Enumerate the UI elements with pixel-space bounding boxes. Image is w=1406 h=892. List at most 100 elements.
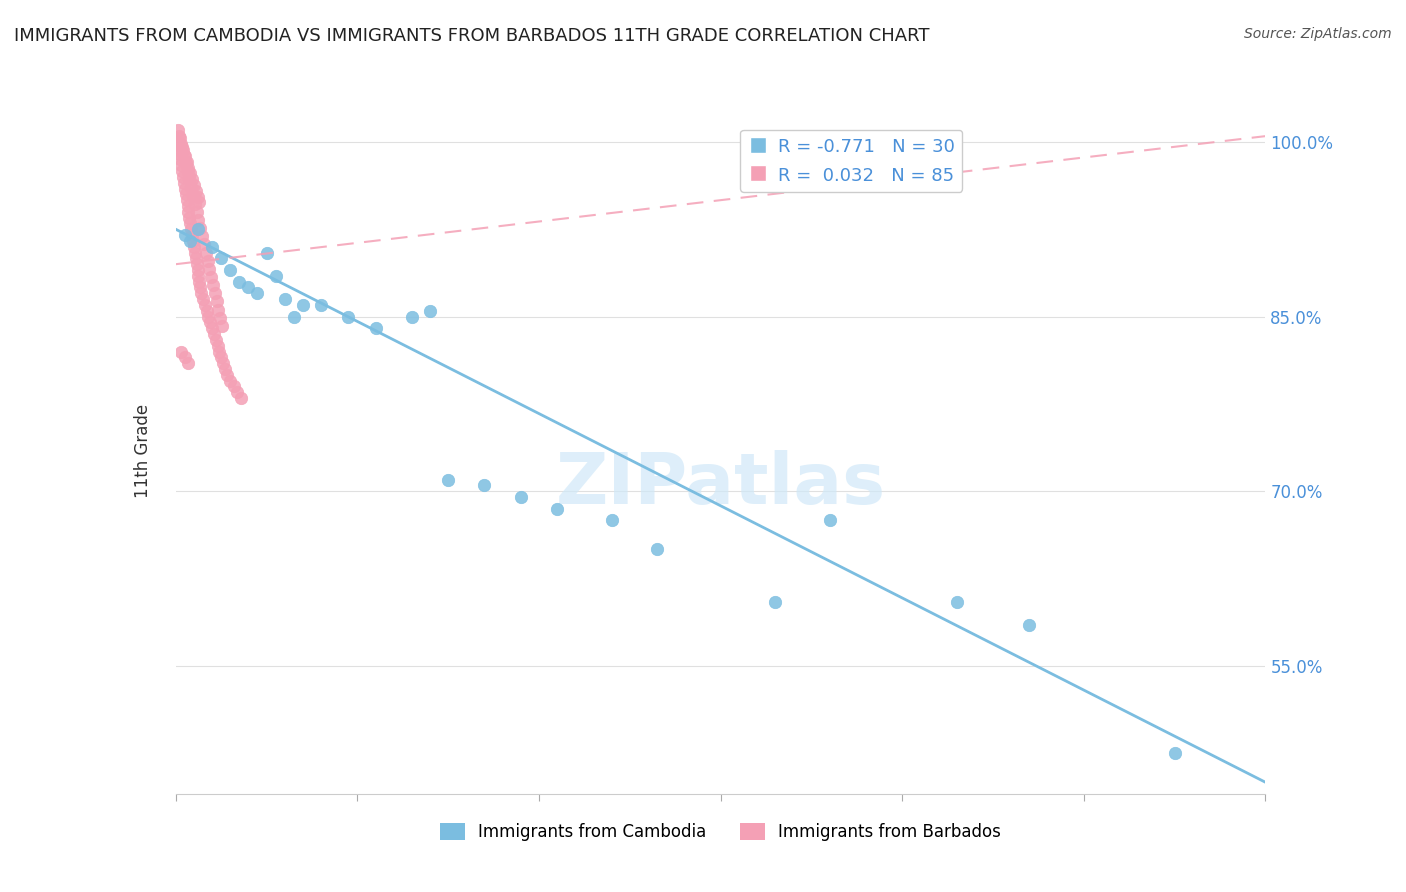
Point: [201, 278, 224, 293]
Point: [169, 131, 191, 145]
Point: [219, 263, 242, 277]
Point: [200, 270, 222, 285]
Point: [763, 595, 786, 609]
Point: [173, 228, 195, 243]
Point: [197, 253, 219, 268]
Point: [226, 385, 249, 400]
Point: [256, 245, 278, 260]
Point: [195, 303, 218, 318]
Point: [173, 351, 195, 365]
Point: [200, 315, 222, 329]
Text: IMMIGRANTS FROM CAMBODIA VS IMMIGRANTS FROM BARBADOS 11TH GRADE CORRELATION CHAR: IMMIGRANTS FROM CAMBODIA VS IMMIGRANTS F…: [14, 27, 929, 45]
Point: [170, 137, 193, 152]
Point: [197, 310, 219, 324]
Point: [198, 261, 221, 276]
Point: [166, 135, 188, 149]
Point: [173, 149, 195, 163]
Point: [181, 234, 204, 248]
Point: [208, 344, 231, 359]
Point: [204, 286, 226, 301]
Point: [419, 303, 441, 318]
Point: [179, 166, 201, 180]
Point: [291, 298, 314, 312]
Point: [202, 326, 225, 341]
Point: [509, 490, 531, 504]
Point: [209, 310, 232, 325]
Point: [177, 356, 200, 370]
Point: [170, 158, 193, 172]
Point: [176, 199, 198, 213]
Point: [188, 195, 211, 210]
Point: [214, 362, 236, 376]
Point: [167, 123, 190, 137]
Point: [173, 181, 195, 195]
Point: [184, 252, 207, 266]
Point: [190, 286, 212, 301]
Point: [207, 302, 229, 317]
Point: [364, 321, 387, 335]
Point: [191, 292, 214, 306]
Point: [179, 172, 201, 186]
Point: [274, 292, 297, 306]
Point: [246, 286, 269, 301]
Y-axis label: 11th Grade: 11th Grade: [134, 403, 152, 498]
Point: [181, 188, 204, 202]
Point: [188, 275, 211, 289]
Point: [177, 161, 200, 175]
Point: [167, 141, 190, 155]
Point: [174, 187, 197, 202]
Point: [437, 473, 460, 487]
Point: [401, 310, 423, 324]
Point: [474, 478, 496, 492]
Point: [207, 339, 229, 353]
Point: [193, 237, 215, 252]
Point: [181, 172, 204, 186]
Point: [186, 189, 209, 203]
Point: [184, 184, 207, 198]
Point: [174, 156, 197, 170]
Point: [172, 139, 194, 153]
Text: ZIPatlas: ZIPatlas: [555, 450, 886, 519]
Point: [264, 268, 287, 283]
Point: [169, 129, 191, 144]
Point: [204, 333, 226, 347]
Point: [179, 211, 201, 225]
Point: [173, 176, 195, 190]
Point: [283, 310, 305, 324]
Point: [176, 193, 198, 207]
Point: [187, 268, 209, 283]
Point: [173, 148, 195, 162]
Point: [186, 204, 208, 219]
Point: [337, 310, 360, 324]
Point: [212, 356, 235, 370]
Point: [215, 368, 238, 382]
Point: [186, 263, 209, 277]
Point: [179, 217, 201, 231]
Text: Source: ZipAtlas.com: Source: ZipAtlas.com: [1244, 27, 1392, 41]
Point: [183, 240, 205, 254]
Point: [222, 379, 245, 393]
Point: [211, 318, 233, 333]
Point: [181, 228, 204, 243]
Point: [600, 513, 623, 527]
Point: [219, 374, 242, 388]
Point: [172, 164, 194, 178]
Point: [645, 542, 668, 557]
Point: [201, 321, 224, 335]
Point: [188, 280, 211, 294]
Point: [180, 180, 202, 194]
Point: [179, 234, 201, 248]
Point: [945, 595, 967, 609]
Point: [170, 344, 193, 359]
Point: [191, 229, 214, 244]
Point: [194, 245, 217, 260]
Point: [184, 196, 207, 211]
Point: [177, 204, 200, 219]
Point: [183, 178, 205, 192]
Point: [172, 169, 194, 184]
Point: [184, 245, 207, 260]
Point: [231, 391, 253, 405]
Point: [228, 275, 250, 289]
Point: [209, 351, 232, 365]
Point: [186, 222, 209, 236]
